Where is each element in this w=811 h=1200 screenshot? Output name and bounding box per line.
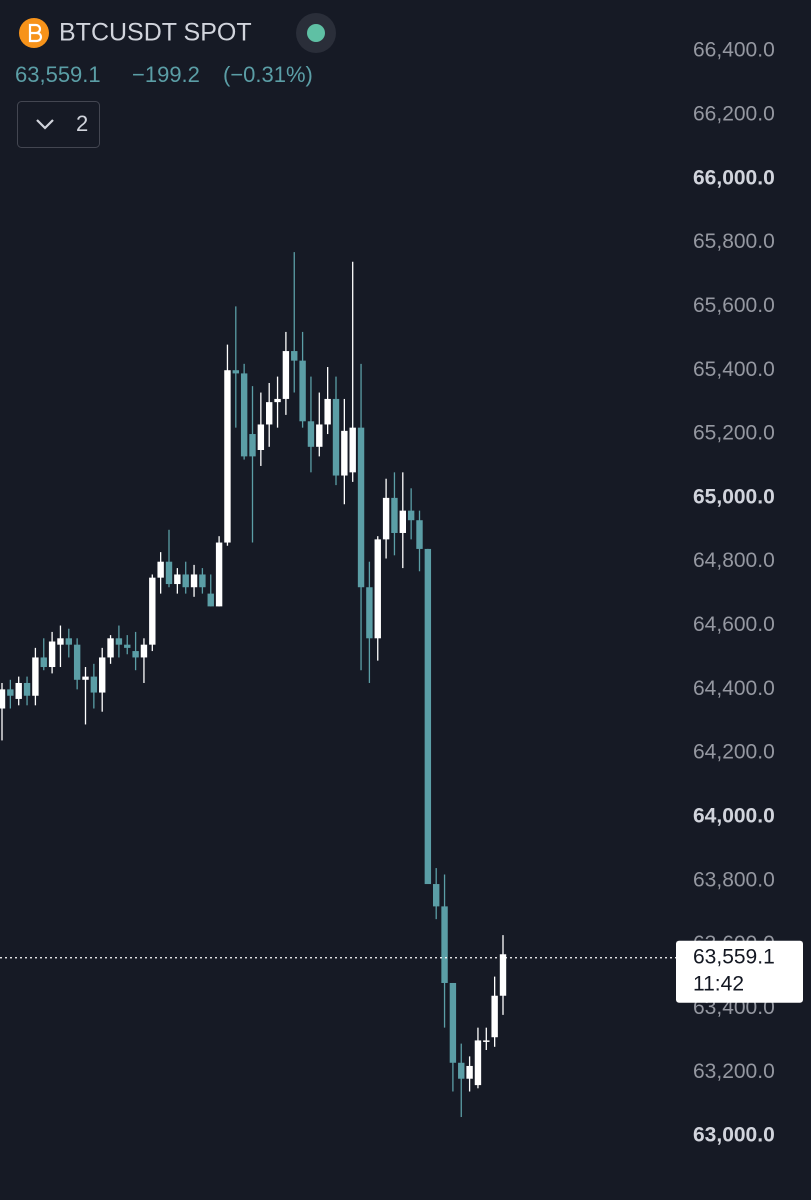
candle-body (157, 561, 164, 578)
candle-body (57, 638, 64, 645)
candle-body (190, 574, 198, 588)
candle-body (416, 520, 423, 549)
candle-body (174, 574, 181, 585)
candle-body (282, 351, 290, 399)
candle-body (449, 982, 457, 1063)
candle-body (115, 638, 123, 645)
candle-body (257, 424, 265, 450)
candle-body (240, 373, 248, 457)
coin-glyph (28, 23, 43, 43)
candle-body (73, 644, 81, 680)
candle-body (48, 641, 56, 668)
candle-body (391, 497, 398, 533)
y-tick-label: 65,800.0 (693, 230, 775, 253)
change: −199.2 (132, 62, 200, 87)
candle-body (182, 574, 189, 588)
candle-body (483, 1040, 490, 1042)
plot (0, 252, 676, 1118)
candle-body (232, 370, 239, 374)
candle-body (382, 497, 390, 540)
candle-body (266, 402, 273, 425)
y-axis: 63,000.063,200.063,400.063,600.063,800.0… (676, 39, 803, 1147)
candle-body (90, 676, 98, 693)
y-tick-label: 64,800.0 (693, 549, 775, 572)
y-tick-label: 65,200.0 (693, 422, 775, 445)
y-tick-label: 65,600.0 (693, 294, 775, 317)
candle-body (7, 689, 14, 696)
candle-body (491, 995, 498, 1038)
y-tick-label: 64,600.0 (693, 613, 775, 636)
candle-body (441, 906, 448, 983)
candle-body (357, 427, 365, 588)
candle-body (215, 542, 223, 607)
change-pct: (−0.31%) (223, 62, 313, 87)
y-tick-label: 64,200.0 (693, 741, 775, 764)
symbol[interactable]: BTCUSDT SPOT (59, 19, 252, 47)
candle-body (499, 954, 507, 996)
candle-body (299, 360, 306, 422)
candle-body (433, 884, 440, 907)
y-tick-label: 65,400.0 (693, 358, 775, 381)
candle-body (341, 430, 348, 476)
candle-body (474, 1040, 482, 1086)
candle-body (15, 682, 22, 699)
candle-body (65, 638, 72, 645)
candle-body (274, 398, 281, 403)
candle-body (99, 657, 106, 693)
candle-body (32, 657, 39, 696)
y-tick-label: 63,000.0 (693, 1124, 775, 1147)
candle-body (224, 370, 231, 543)
indicator-toggle[interactable] (17, 101, 100, 148)
last-price: 63,559.1 (15, 62, 101, 87)
candle-body (23, 682, 31, 696)
candle-body (316, 424, 323, 447)
indicator-count: 2 (76, 111, 88, 136)
candle-body (366, 587, 373, 639)
y-tick-label: 66,400.0 (693, 39, 775, 62)
price-tag-label: 63,559.1 (693, 945, 775, 968)
candle-body (199, 574, 206, 588)
candle-body (374, 539, 381, 639)
candle-body (399, 510, 406, 533)
y-tick-label: 63,800.0 (693, 868, 775, 891)
candle-body (40, 657, 47, 668)
y-tick-label: 64,000.0 (693, 805, 775, 828)
y-tick-label: 66,200.0 (693, 102, 775, 125)
y-tick-label: 63,200.0 (693, 1060, 775, 1083)
candle-body (466, 1065, 473, 1079)
candle-body (291, 351, 298, 361)
y-tick-label: 65,000.0 (693, 485, 775, 508)
candle-body (140, 644, 148, 658)
candle-body (407, 510, 415, 521)
countdown: 11:42 (693, 972, 744, 995)
status-dot (307, 24, 325, 42)
candle-body (249, 434, 256, 457)
candle-body (149, 577, 156, 645)
y-tick-label: 64,400.0 (693, 677, 775, 700)
candle-body (324, 398, 331, 425)
candle-body (458, 1062, 465, 1079)
candle-body (124, 644, 131, 648)
candle-body (349, 427, 356, 473)
candle-body (0, 689, 6, 709)
candle-body (82, 676, 89, 680)
price-tag (676, 940, 803, 1003)
y-tick-label: 66,000.0 (693, 166, 775, 189)
candle-body (165, 561, 173, 585)
candle-body (307, 421, 315, 447)
candle-body (207, 593, 214, 607)
chevron (36, 119, 54, 130)
candle-body (424, 548, 432, 885)
candle-body (132, 651, 139, 658)
candle-body (332, 398, 340, 476)
candle-body (107, 638, 114, 658)
